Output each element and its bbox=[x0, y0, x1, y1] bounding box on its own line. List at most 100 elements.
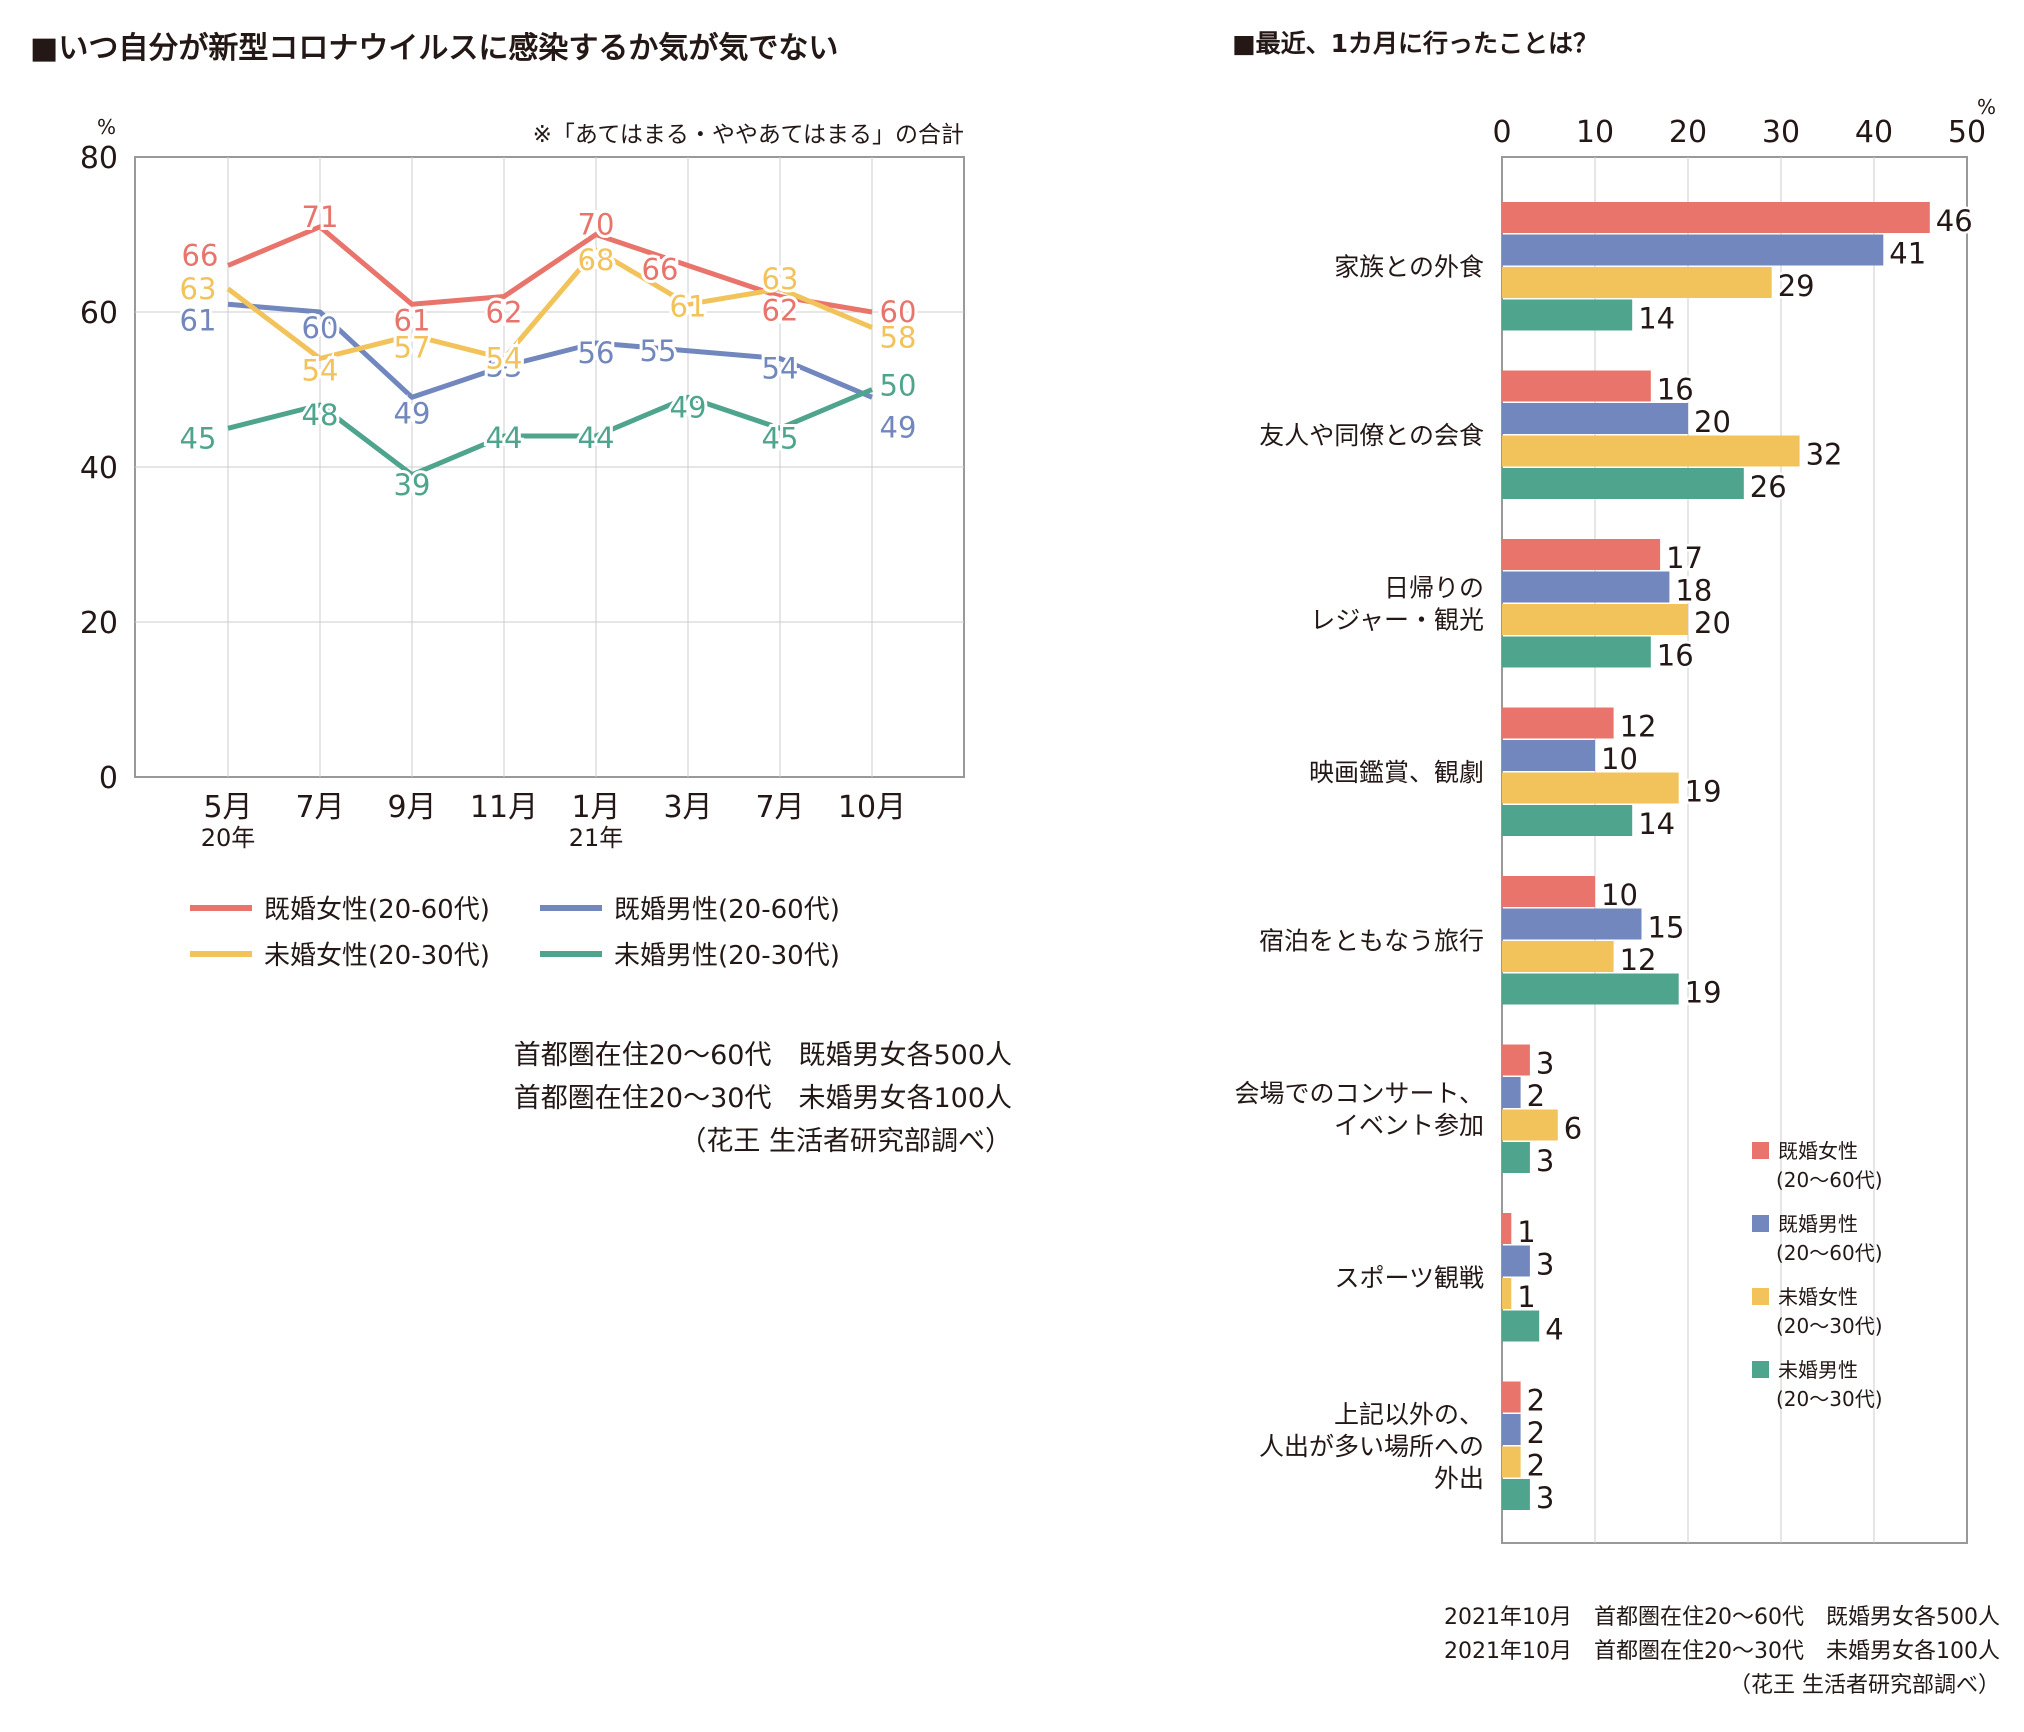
bar-kikon_dansei bbox=[1502, 1245, 1530, 1277]
line-chart-note: ※「あてはまる・ややあてはまる」の合計 bbox=[533, 122, 964, 148]
bar-mikon_josei bbox=[1502, 267, 1772, 298]
bar-value-label: 41 bbox=[1889, 237, 1926, 271]
bar-kikon_josei bbox=[1502, 370, 1651, 402]
bar-kikon_dansei bbox=[1502, 1414, 1521, 1445]
bar-value-label: 1 bbox=[1517, 1280, 1535, 1314]
bar-chart-title: ■最近、1カ月に行ったことは？ bbox=[1232, 29, 1598, 58]
bar-value-label: 2 bbox=[1527, 1416, 1545, 1450]
bar-mikon_dansei bbox=[1502, 1479, 1530, 1510]
bar-mikon_josei bbox=[1502, 941, 1614, 972]
data-label: 66 bbox=[182, 239, 219, 273]
bar-mikon_dansei bbox=[1502, 805, 1633, 836]
bar-chart-x-axis: 0 10 20 30 40 50 bbox=[1492, 115, 1986, 150]
bar-value-label: 1 bbox=[1517, 1215, 1535, 1249]
data-label: 61 bbox=[670, 289, 707, 323]
legend-sublabel: (20～60代) bbox=[1776, 1241, 1883, 1265]
bar-mikon_dansei bbox=[1502, 973, 1679, 1005]
data-label: 55 bbox=[640, 334, 677, 368]
bar-value-label: 12 bbox=[1620, 710, 1657, 744]
bar-mikon_josei bbox=[1502, 1278, 1512, 1309]
series-line-mikon_dansei bbox=[227, 387, 873, 478]
bar-value-label: 29 bbox=[1778, 269, 1815, 303]
bar-mikon_josei bbox=[1502, 435, 1800, 467]
bar-kikon_josei bbox=[1502, 202, 1930, 233]
data-label: 60 bbox=[880, 295, 917, 329]
bar-chart-categories: 家族との外食友人や同僚との会食日帰りのレジャー・観光映画鑑賞、観劇宿泊をともなう… bbox=[1234, 252, 1484, 1493]
data-label: 54 bbox=[762, 352, 799, 386]
legend-label: 既婚男性 bbox=[1778, 1212, 1858, 1236]
bar-value-label: 6 bbox=[1564, 1112, 1582, 1146]
bar-chart-bars: 4641291416203226171820161210191410151219… bbox=[1502, 202, 1975, 1518]
bar-value-label: 3 bbox=[1536, 1144, 1554, 1178]
data-label: 61 bbox=[180, 303, 217, 337]
bar-chart-source: 2021年10月 首都圏在住20～60代 既婚男女各500人 2021年10月 … bbox=[1444, 1605, 2000, 1698]
bar-value-label: 3 bbox=[1536, 1047, 1554, 1081]
line-chart-series: 66 71 61 62 70 66 62 60 61 60 49 53 56 55 54 49 63 54 57 54… bbox=[177, 197, 920, 505]
bar-value-label: 17 bbox=[1666, 541, 1703, 575]
x-tick-label: 40 bbox=[1855, 115, 1893, 150]
bar-kikon_josei bbox=[1502, 1044, 1530, 1076]
data-label: 63 bbox=[180, 272, 217, 306]
bar-chart-source-line: 2021年10月 首都圏在住20～30代 未婚男女各100人 bbox=[1444, 1639, 2000, 1664]
bar-kikon_josei bbox=[1502, 707, 1614, 739]
legend-sublabel: (20～30代) bbox=[1776, 1314, 1883, 1338]
x-tick-label: 11月 bbox=[470, 790, 538, 825]
bar-value-label: 16 bbox=[1657, 373, 1694, 407]
bar-value-label: 19 bbox=[1685, 976, 1722, 1010]
data-label: 61 bbox=[394, 303, 431, 337]
data-label: 62 bbox=[486, 296, 523, 330]
legend-label: 未婚男性 bbox=[1778, 1358, 1858, 1382]
legend-swatch bbox=[1752, 1215, 1769, 1232]
bar-value-label: 26 bbox=[1750, 470, 1787, 504]
x-tick-label: 10月 bbox=[838, 790, 906, 825]
bar-mikon_josei bbox=[1502, 604, 1688, 635]
bar-chart-frame bbox=[1501, 156, 1968, 1544]
data-label: 44 bbox=[578, 421, 615, 455]
data-label: 50 bbox=[880, 369, 917, 403]
series-line-mikon_josei bbox=[226, 247, 873, 361]
y-tick-label: 0 bbox=[99, 761, 118, 796]
bar-value-label: 14 bbox=[1638, 807, 1675, 841]
bar-value-label: 32 bbox=[1806, 438, 1843, 472]
bar-mikon_dansei bbox=[1502, 1310, 1540, 1342]
data-label: 58 bbox=[880, 321, 917, 355]
legend-label: 既婚女性(20-60代) bbox=[264, 895, 490, 925]
bar-kikon_josei bbox=[1502, 876, 1595, 907]
data-label: 39 bbox=[394, 468, 431, 502]
data-label: 68 bbox=[578, 243, 615, 277]
bar-mikon_dansei bbox=[1502, 636, 1651, 668]
data-label: 45 bbox=[180, 421, 217, 455]
series-line-kikon_dansei bbox=[227, 301, 873, 400]
bar-chart-unit: % bbox=[1977, 95, 1996, 119]
legend-label: 未婚男性(20-30代) bbox=[614, 941, 840, 971]
line-chart-title: ■いつ自分が新型コロナウイルスに感染するか気が気でない bbox=[30, 31, 838, 66]
legend-label: 既婚女性 bbox=[1778, 1139, 1858, 1163]
bar-value-label: 16 bbox=[1657, 639, 1694, 673]
category-label: イベント参加 bbox=[1334, 1111, 1484, 1140]
x-tick-label: 5月 bbox=[203, 790, 252, 825]
line-chart-legend: 既婚女性(20-60代) 既婚男性(20-60代) 未婚女性(20-30代) 未婚男性… bbox=[190, 895, 840, 971]
bar-chart-source-line: （花王 生活者研究部調べ） bbox=[1729, 1673, 2000, 1698]
bar-mikon_josei bbox=[1502, 1446, 1521, 1478]
bar-value-label: 10 bbox=[1601, 878, 1638, 912]
y-tick-label: 40 bbox=[80, 451, 118, 486]
data-label: 62 bbox=[762, 294, 799, 328]
bar-kikon_dansei bbox=[1502, 571, 1670, 603]
bar-mikon_josei bbox=[1502, 1109, 1558, 1141]
bar-value-label: 19 bbox=[1685, 775, 1722, 809]
line-chart-gridlines bbox=[135, 157, 964, 777]
x-tick-label: 50 bbox=[1948, 115, 1986, 150]
x-tick-label: 7月 bbox=[755, 790, 804, 825]
bar-kikon_josei bbox=[1502, 1213, 1512, 1244]
data-label: 66 bbox=[642, 253, 679, 287]
data-label: 57 bbox=[394, 330, 431, 364]
legend-label: 未婚女性(20-30代) bbox=[264, 941, 490, 971]
bar-kikon_dansei bbox=[1502, 403, 1688, 434]
bar-value-label: 3 bbox=[1536, 1248, 1554, 1282]
data-label: 60 bbox=[302, 311, 339, 345]
data-label: 54 bbox=[302, 354, 339, 388]
category-label: 会場でのコンサート、 bbox=[1234, 1079, 1484, 1108]
x-tick-label: 10 bbox=[1576, 115, 1614, 150]
bar-value-label: 2 bbox=[1527, 1079, 1545, 1113]
